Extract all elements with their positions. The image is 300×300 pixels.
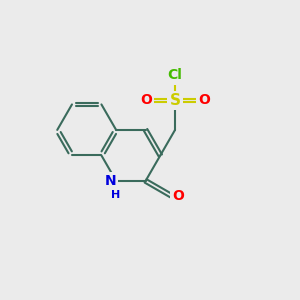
Text: Cl: Cl: [168, 68, 182, 83]
Text: S: S: [169, 93, 181, 108]
Text: O: O: [140, 94, 152, 107]
Text: N: N: [104, 174, 116, 188]
Text: O: O: [198, 94, 210, 107]
Text: O: O: [172, 189, 184, 202]
Text: H: H: [111, 190, 120, 200]
